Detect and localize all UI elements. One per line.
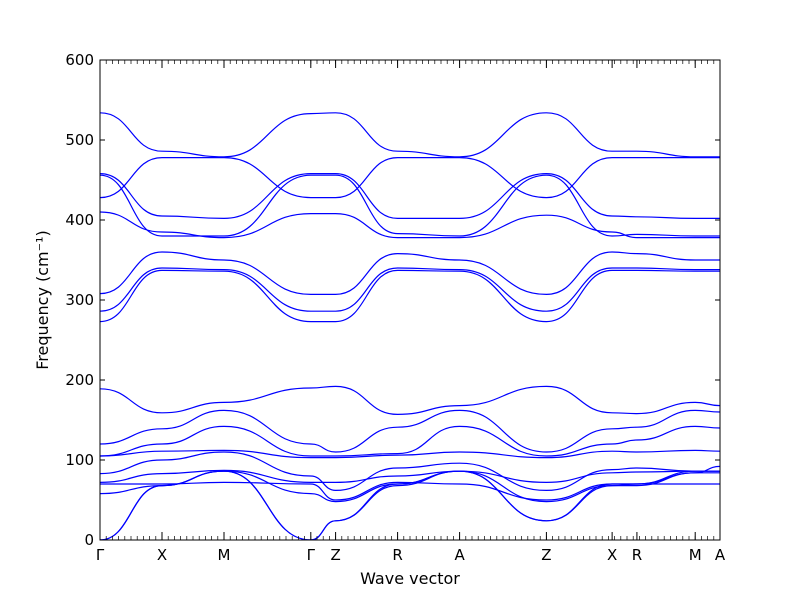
y-axis-label: Frequency (cm⁻¹) bbox=[33, 230, 52, 369]
y-tick-label: 400 bbox=[65, 211, 94, 229]
band-line-17 bbox=[100, 466, 720, 540]
x-tick-label: R bbox=[632, 546, 642, 564]
band-line-2 bbox=[100, 158, 720, 198]
x-tick-label: X bbox=[607, 546, 617, 564]
y-axis-ticks: 0 100 200 300 400 500 600 bbox=[65, 51, 720, 549]
band-line-7 bbox=[100, 268, 720, 311]
y-tick-label: 300 bbox=[65, 291, 94, 309]
band-line-1 bbox=[100, 113, 720, 157]
y-tick-label: 200 bbox=[65, 371, 94, 389]
x-tick-label: Z bbox=[330, 546, 340, 564]
y-tick-label: 100 bbox=[65, 451, 94, 469]
series-layer bbox=[100, 113, 720, 540]
band-line-8 bbox=[100, 270, 720, 321]
x-tick-label: M bbox=[689, 546, 702, 564]
x-tick-label: Γ bbox=[96, 546, 105, 564]
x-tick-label: A bbox=[454, 546, 465, 564]
y-tick-label: 500 bbox=[65, 131, 94, 149]
x-tick-label: R bbox=[392, 546, 402, 564]
x-tick-label: M bbox=[218, 546, 231, 564]
y-tick-label: 600 bbox=[65, 51, 94, 69]
band-line-9 bbox=[100, 386, 720, 414]
x-tick-label: X bbox=[157, 546, 167, 564]
x-tick-label: Γ bbox=[307, 546, 316, 564]
band-line-4 bbox=[100, 175, 720, 236]
band-line-14 bbox=[100, 470, 720, 482]
x-axis-label: Wave vector bbox=[360, 569, 460, 588]
y-tick-label: 0 bbox=[84, 531, 94, 549]
band-line-3 bbox=[100, 174, 720, 219]
band-line-10 bbox=[100, 410, 720, 452]
x-tick-label: Z bbox=[541, 546, 551, 564]
x-tick-label: A bbox=[715, 546, 726, 564]
band-line-18 bbox=[100, 471, 720, 540]
band-line-6 bbox=[100, 252, 720, 294]
